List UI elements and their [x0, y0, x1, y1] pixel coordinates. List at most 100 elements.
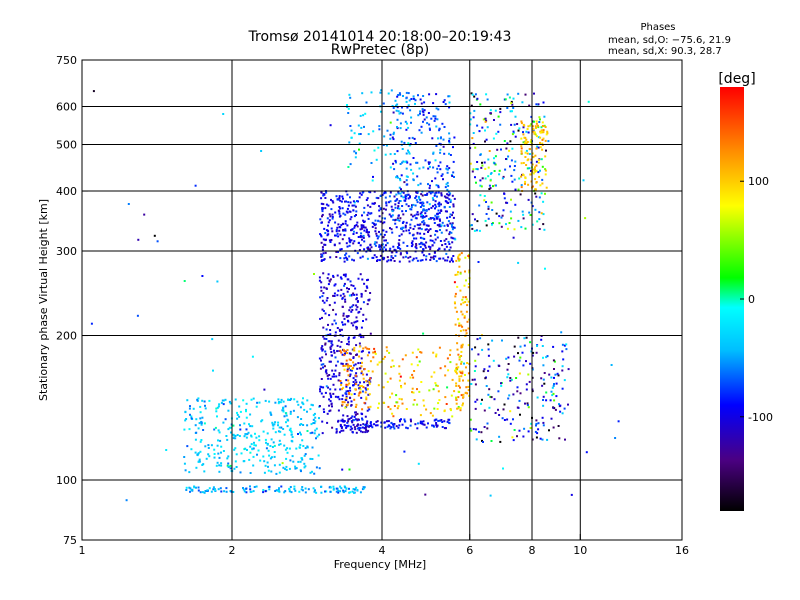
data-point	[428, 93, 431, 96]
data-point	[327, 204, 330, 207]
data-point	[466, 304, 469, 307]
data-point	[544, 126, 547, 128]
data-point	[444, 259, 447, 262]
data-point	[459, 409, 462, 412]
data-point	[347, 424, 350, 427]
data-point	[400, 385, 402, 387]
data-point	[438, 201, 441, 204]
data-point	[397, 202, 400, 205]
data-point	[331, 213, 334, 216]
data-point	[487, 207, 490, 210]
data-point	[383, 192, 386, 195]
data-point	[391, 210, 394, 213]
data-point	[405, 152, 408, 155]
data-point	[446, 357, 449, 360]
data-point	[366, 214, 369, 217]
data-point	[243, 490, 246, 493]
data-point	[509, 165, 511, 168]
data-point	[189, 487, 192, 490]
data-point	[451, 237, 454, 240]
data-point	[439, 148, 442, 151]
data-point	[378, 128, 381, 131]
data-point	[550, 376, 553, 379]
data-point	[408, 137, 411, 140]
data-point	[153, 234, 156, 237]
data-point	[347, 336, 350, 339]
data-point	[369, 332, 372, 335]
data-point	[325, 372, 328, 375]
data-point	[368, 379, 371, 382]
data-point	[538, 196, 541, 199]
data-point	[422, 332, 425, 335]
data-point	[520, 145, 523, 148]
data-point	[395, 251, 398, 254]
data-point	[410, 213, 413, 216]
data-point	[511, 436, 514, 439]
data-point	[384, 372, 387, 375]
data-point	[222, 113, 225, 115]
data-point	[452, 216, 455, 219]
data-point	[520, 186, 523, 189]
data-point	[436, 213, 439, 216]
data-point	[437, 209, 440, 212]
data-point	[539, 141, 541, 144]
data-point	[207, 447, 210, 449]
data-point	[294, 467, 297, 470]
data-point	[362, 224, 365, 227]
data-point	[339, 214, 342, 217]
data-point	[346, 290, 349, 293]
data-point	[395, 425, 398, 428]
data-point	[439, 229, 441, 231]
data-point	[419, 246, 422, 248]
data-point	[350, 404, 353, 406]
data-point	[409, 255, 412, 258]
data-point	[373, 202, 376, 205]
data-point	[319, 296, 322, 299]
data-point	[459, 329, 462, 332]
data-point	[535, 419, 538, 422]
data-point	[417, 195, 420, 198]
data-point	[531, 368, 534, 371]
data-point	[371, 225, 374, 228]
data-point	[294, 489, 297, 492]
data-point	[405, 229, 408, 232]
data-point	[345, 256, 347, 259]
data-point	[355, 308, 358, 311]
data-point	[539, 184, 542, 187]
data-point	[362, 320, 364, 322]
data-point	[227, 455, 230, 458]
data-point	[226, 464, 229, 467]
data-point	[543, 382, 546, 385]
data-point	[303, 408, 306, 411]
data-point	[405, 250, 408, 253]
chart-subtitle: RwPretec (8p)	[331, 42, 429, 58]
data-point	[404, 255, 407, 258]
data-point	[507, 363, 510, 365]
data-point	[524, 93, 527, 96]
data-point	[242, 487, 244, 489]
data-point	[413, 399, 416, 401]
data-point	[401, 190, 404, 193]
data-point	[411, 391, 413, 394]
data-point	[474, 218, 476, 221]
data-point	[300, 457, 303, 460]
data-point	[339, 345, 342, 348]
data-point	[279, 401, 282, 404]
data-point	[346, 104, 348, 106]
data-point	[374, 230, 377, 233]
data-point	[511, 147, 514, 150]
data-point	[454, 292, 457, 295]
data-point	[400, 398, 403, 401]
data-point	[561, 343, 564, 346]
data-point	[313, 412, 316, 415]
data-point	[325, 328, 328, 331]
data-point	[334, 356, 337, 359]
data-point	[431, 239, 434, 242]
data-point	[536, 344, 538, 347]
data-point	[331, 200, 334, 203]
data-point	[212, 488, 215, 491]
data-point	[281, 462, 284, 465]
data-point	[227, 428, 230, 431]
data-point	[346, 211, 349, 214]
data-point	[373, 423, 376, 426]
